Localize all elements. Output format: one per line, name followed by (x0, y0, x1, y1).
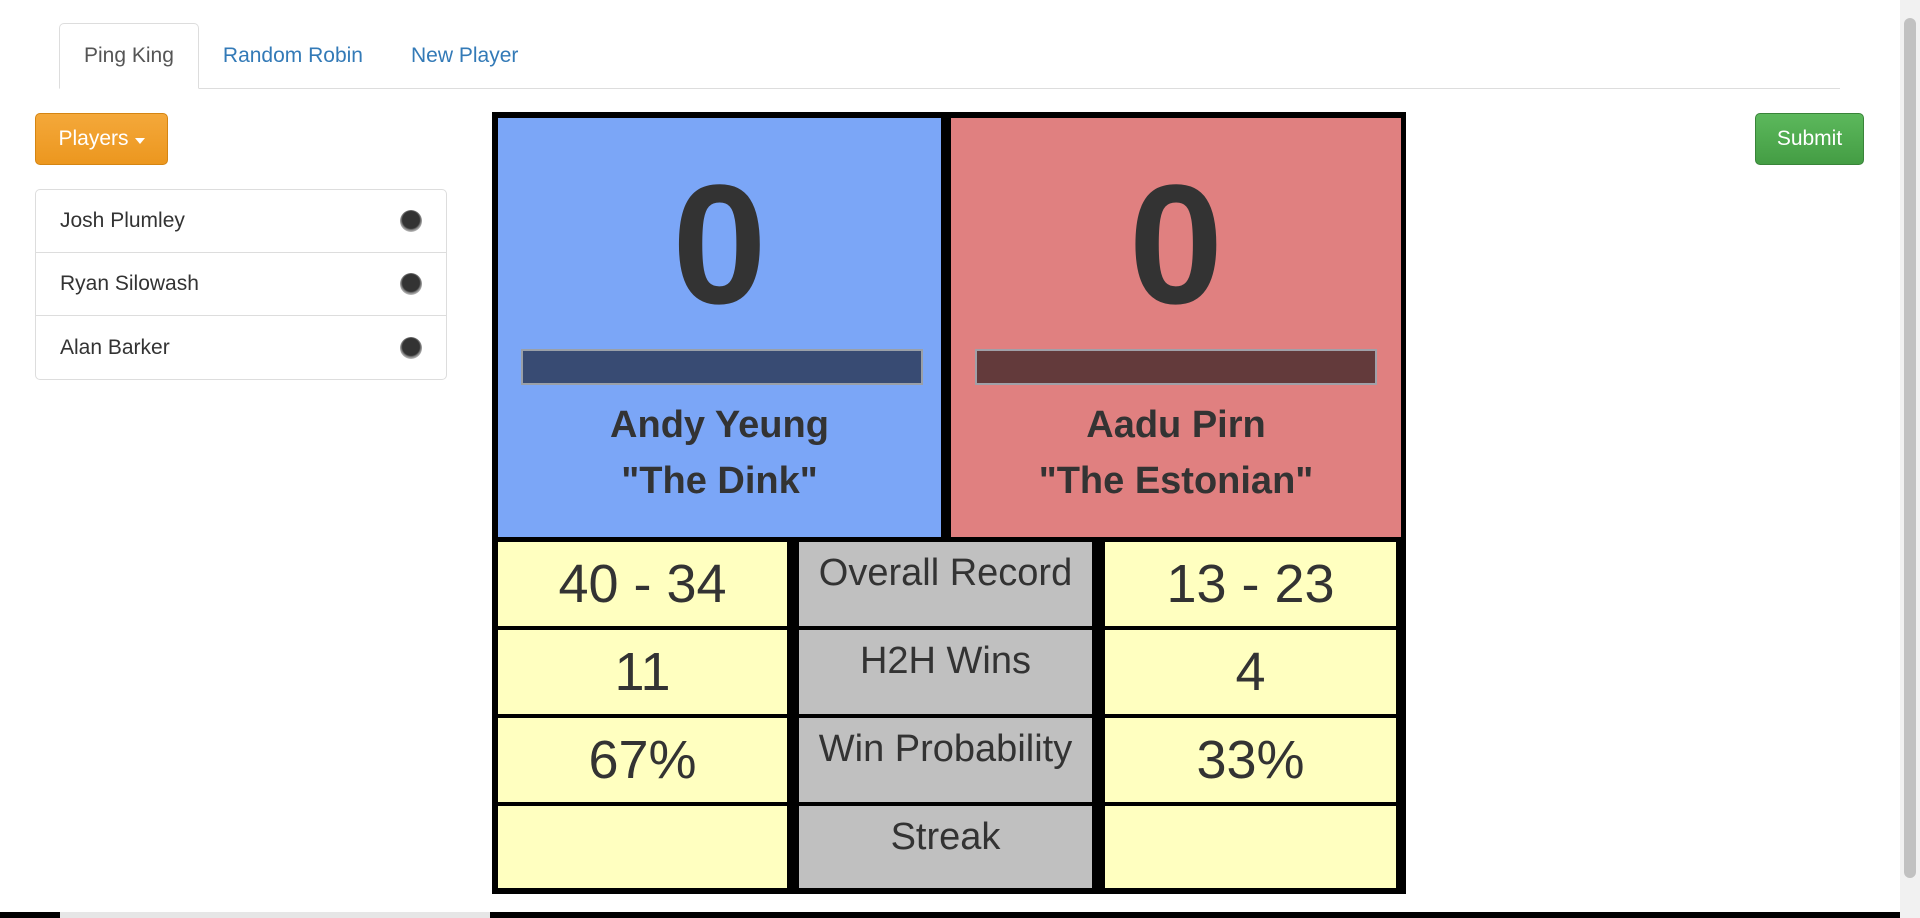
right-player-name: Aadu Pirn (1086, 404, 1266, 446)
scoreboard: 0 Andy Yeung "The Dink" 0 Aadu Pirn "The… (492, 112, 1406, 894)
bottom-strip (0, 912, 1920, 918)
players-button-label: Players (58, 127, 129, 150)
radio-icon[interactable] (400, 273, 422, 295)
bottom-strip-segment (60, 912, 490, 918)
stat-left-overall-record: 40 - 34 (498, 542, 787, 626)
stat-right-overall-record: 13 - 23 (1105, 542, 1396, 626)
stat-left-win-probability: 67% (498, 718, 787, 802)
stat-left-streak (498, 806, 787, 888)
submit-button[interactable]: Submit (1755, 113, 1864, 165)
radio-icon[interactable] (400, 210, 422, 232)
stat-label-win-probability: Win Probability (799, 718, 1092, 802)
left-player-nickname: "The Dink" (621, 460, 818, 502)
stat-right-h2h-wins: 4 (1105, 630, 1396, 714)
tab-new-player[interactable]: New Player (411, 44, 519, 67)
stat-right-win-probability: 33% (1105, 718, 1396, 802)
right-player-nickname: "The Estonian" (1038, 460, 1314, 502)
stat-label-streak: Streak (799, 806, 1092, 888)
nav-tabs: Ping King Random Robin New Player (59, 23, 1840, 89)
radio-icon[interactable] (400, 336, 422, 359)
list-item[interactable]: Ryan Silowash (36, 253, 446, 316)
stat-label-h2h-wins: H2H Wins (799, 630, 1092, 714)
tab-ping-king[interactable]: Ping King (59, 23, 199, 89)
right-player-bar (975, 349, 1377, 385)
caret-down-icon (134, 137, 145, 144)
players-list: Josh Plumley Ryan Silowash Alan Barker (35, 189, 447, 380)
list-item[interactable]: Alan Barker (36, 316, 446, 379)
stat-right-streak (1105, 806, 1396, 888)
left-player-bar (521, 349, 923, 385)
left-player-panel[interactable]: 0 Andy Yeung "The Dink" (498, 118, 941, 537)
player-name-label: Ryan Silowash (60, 272, 199, 295)
right-player-panel[interactable]: 0 Aadu Pirn "The Estonian" (951, 118, 1401, 537)
tab-random-robin[interactable]: Random Robin (222, 44, 363, 67)
stat-label-overall-record: Overall Record (799, 542, 1092, 626)
left-player-score[interactable]: 0 (672, 150, 767, 340)
stat-left-h2h-wins: 11 (498, 630, 787, 714)
player-name-label: Alan Barker (60, 335, 170, 359)
players-dropdown-button[interactable]: Players (35, 113, 168, 165)
left-player-name: Andy Yeung (610, 404, 829, 446)
right-player-score[interactable]: 0 (1128, 150, 1224, 340)
list-item[interactable]: Josh Plumley (36, 190, 446, 253)
player-name-label: Josh Plumley (60, 209, 185, 232)
scrollbar-thumb[interactable] (1904, 18, 1916, 878)
vertical-scrollbar[interactable] (1900, 0, 1920, 918)
